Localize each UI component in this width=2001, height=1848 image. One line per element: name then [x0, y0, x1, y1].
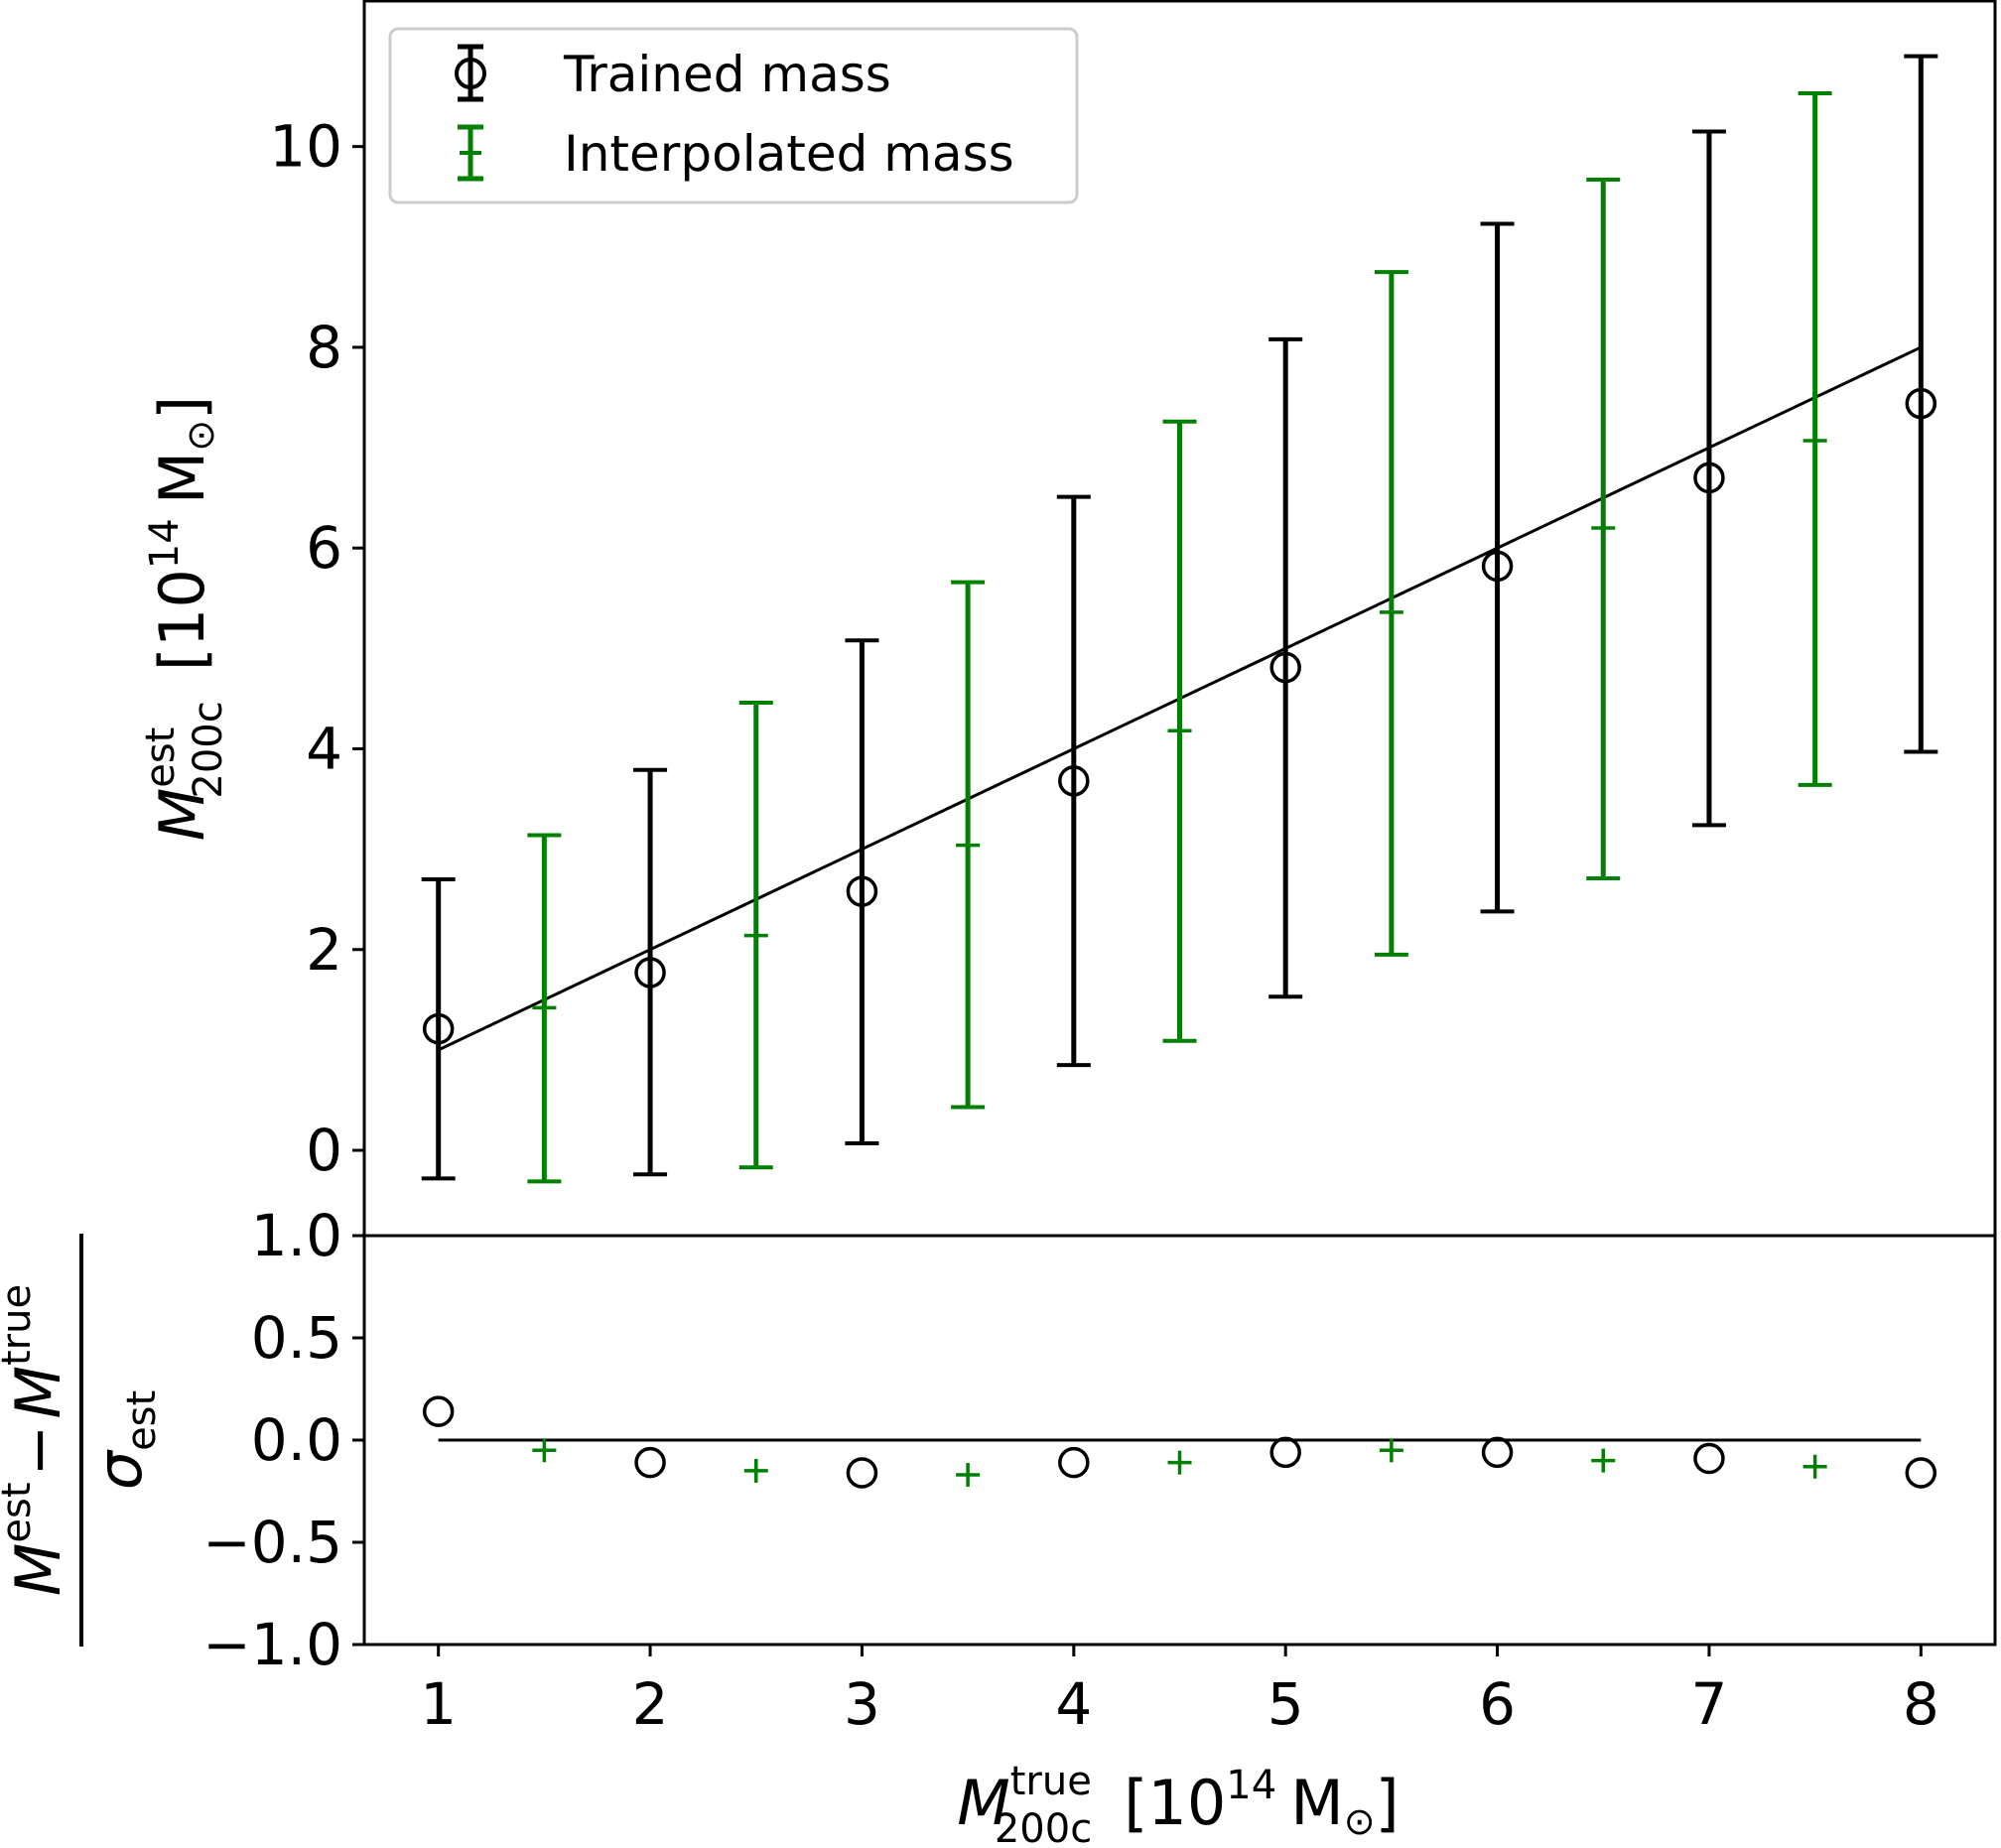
point-trained [634, 957, 666, 989]
point-trained [1269, 651, 1301, 684]
x-tick-label: 3 [844, 1670, 880, 1738]
main-y-ticks: 0 2 4 6 8 10 [269, 113, 364, 1184]
residual-point-trained [1481, 1436, 1514, 1469]
residual-point-interpolated [1379, 1438, 1403, 1463]
main-y-axis-label: Mest200c[1014M⊙] [138, 396, 231, 842]
point-trained [1481, 550, 1514, 583]
legend: Trained mass Interpolated mass [388, 27, 1079, 204]
residual-point-interpolated [1591, 1448, 1616, 1473]
residual-y-label-denominator: σest [83, 1390, 165, 1490]
x-tick-label: 6 [1479, 1670, 1516, 1738]
residual-point-trained [1693, 1442, 1725, 1475]
residual-y-tick-label: 0.0 [251, 1406, 342, 1474]
x-tick-label: 2 [632, 1670, 669, 1738]
legend-label-interpolated: Interpolated mass [564, 125, 1014, 183]
legend-label-trained: Trained mass [563, 46, 891, 103]
point-interpolated [1591, 515, 1616, 540]
residual-y-label-numerator: Mest−Mtrue [0, 1284, 74, 1596]
main-y-tick-label: 8 [306, 314, 342, 381]
residual-y-axis-label: Mest−Mtrue σest [0, 1234, 165, 1647]
point-trained [1058, 765, 1090, 797]
residual-y-tick-label: 0.5 [251, 1304, 342, 1372]
residual-point-interpolated [532, 1438, 557, 1463]
residual-y-tick-label: 1.0 [251, 1202, 342, 1269]
residual-marks [422, 1395, 1937, 1489]
legend-marker-trained [455, 44, 486, 102]
residual-panel: −1.0 −0.5 0.0 0.5 1.0 1 2 3 4 5 6 7 8 Mest−Mtrue σe… [0, 1202, 1997, 1848]
residual-y-tick-label: −1.0 [202, 1611, 342, 1678]
main-marks [421, 54, 1938, 1184]
residual-point-trained [846, 1457, 878, 1489]
legend-frame [388, 27, 1079, 204]
main-y-tick-label: 4 [306, 715, 342, 782]
residual-series-trained [422, 1395, 1937, 1489]
residual-point-trained [1905, 1457, 1937, 1489]
x-axis-label: Mtrue 200c [1014 M⊙] [957, 1759, 1400, 1848]
residual-point-interpolated [1167, 1450, 1192, 1475]
point-trained [422, 1012, 455, 1045]
x-tick-label: 5 [1267, 1670, 1304, 1738]
residual-point-trained [1058, 1446, 1090, 1479]
point-interpolated [1167, 719, 1192, 743]
series-interpolated [527, 91, 1832, 1184]
residual-y-tick-label: −0.5 [202, 1509, 342, 1576]
residual-point-interpolated [956, 1463, 981, 1488]
residual-point-trained [1269, 1436, 1301, 1469]
legend-marker-interpolated [458, 124, 483, 182]
point-interpolated [532, 995, 557, 1020]
main-y-tick-label: 6 [306, 514, 342, 582]
main-panel: 0 2 4 6 8 10 Mest200c[1014M⊙] Trained mass In… [138, 0, 1997, 1238]
point-trained [1905, 387, 1937, 420]
x-tick-label: 4 [1055, 1670, 1092, 1738]
point-trained [846, 875, 878, 907]
x-tick-label: 8 [1903, 1670, 1939, 1738]
main-y-tick-label: 0 [306, 1117, 342, 1184]
residual-point-trained [634, 1446, 666, 1479]
point-interpolated [1802, 428, 1827, 453]
x-tick-label: 1 [420, 1670, 457, 1738]
point-interpolated [743, 923, 768, 948]
residual-point-interpolated [1802, 1454, 1827, 1479]
main-y-tick-label: 2 [306, 916, 342, 984]
residual-point-interpolated [743, 1458, 768, 1483]
residual-y-ticks: −1.0 −0.5 0.0 0.5 1.0 [202, 1202, 364, 1678]
residual-x-ticks: 1 2 3 4 5 6 7 8 [420, 1645, 1939, 1738]
main-y-tick-label: 10 [269, 113, 342, 181]
residual-series-interpolated [532, 1438, 1827, 1488]
residual-point-trained [422, 1395, 455, 1427]
point-trained [1693, 462, 1725, 494]
point-interpolated [956, 833, 981, 858]
x-tick-label: 7 [1690, 1670, 1727, 1738]
series-trained [421, 54, 1938, 1181]
point-interpolated [1379, 599, 1403, 624]
